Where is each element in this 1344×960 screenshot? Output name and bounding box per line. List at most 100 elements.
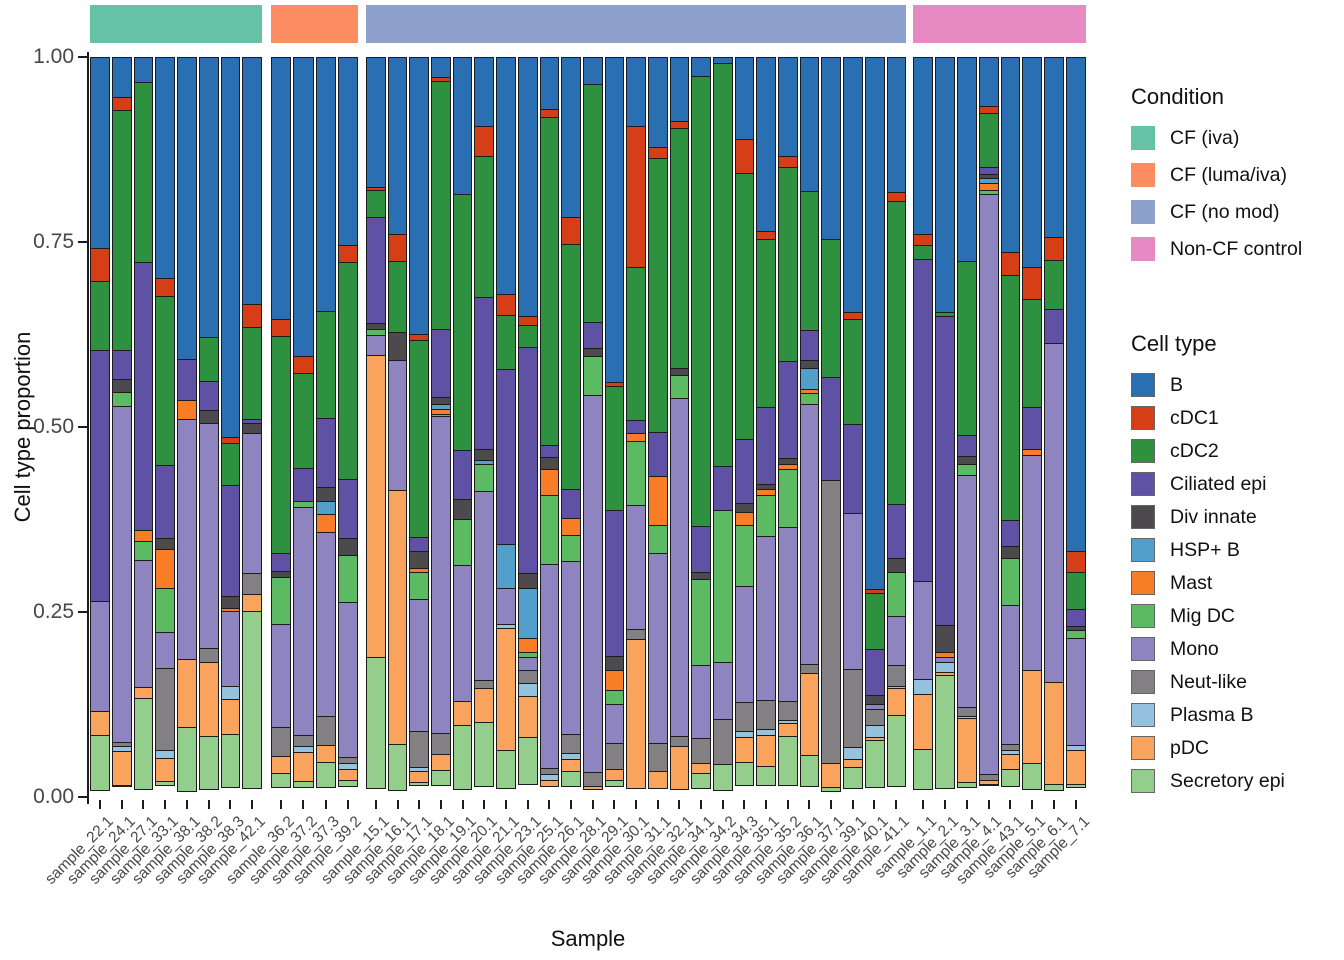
segment-B [1000, 57, 1021, 254]
cell-type-label: Ciliated epi [1170, 472, 1267, 495]
bar-sample_2.1 [934, 57, 955, 797]
segment-cDC1 [496, 293, 516, 316]
segment-B [293, 57, 314, 357]
bar-sample_22.1 [90, 57, 110, 797]
segment-B [778, 57, 798, 157]
x-tick [873, 800, 876, 809]
cell-type-swatch [1131, 373, 1155, 397]
segment-cDC2 [409, 339, 430, 539]
segment-Ciliated epi [337, 479, 358, 539]
segment-Neut-like [778, 700, 798, 721]
bar-sample_43.1 [1000, 57, 1021, 797]
segment-Secretory epi [1044, 784, 1065, 791]
segment-cDC2 [778, 166, 798, 363]
y-tick-label: 0.50 [33, 415, 74, 438]
segment-Secretory epi [799, 755, 820, 787]
segment-Mono [626, 505, 646, 631]
segment-Secretory epi [198, 735, 219, 790]
bar-sample_7.1 [1066, 57, 1086, 797]
segment-Ciliated epi [756, 406, 777, 486]
segment-Secretory epi [90, 735, 110, 791]
segment-Mono [220, 611, 241, 688]
segment-Mono [133, 560, 154, 689]
segment-pDC [496, 627, 516, 752]
segment-pDC [582, 786, 603, 790]
segment-pDC [647, 771, 668, 789]
cell-type-swatch [1131, 439, 1155, 463]
x-tick [987, 800, 990, 809]
x-tick [591, 800, 594, 809]
bar-sample_27.1 [133, 57, 154, 797]
segment-Neut-like [821, 480, 842, 764]
segment-Neut-like [409, 731, 430, 769]
segment-Secretory epi [220, 733, 241, 788]
segment-pDC [778, 723, 798, 737]
x-tick [229, 800, 232, 809]
segment-Ciliated epi [293, 468, 314, 502]
segment-cDC1 [293, 355, 314, 375]
segment-cDC1 [1066, 551, 1086, 573]
bar-sample_4.1 [978, 57, 999, 797]
segment-pDC [177, 659, 197, 728]
cell-type-legend-item: B [1131, 373, 1285, 397]
condition-strip-Non-CF control [913, 5, 1086, 43]
segment-Ciliated epi [799, 330, 820, 361]
segment-Div innate [315, 486, 336, 502]
x-tick [700, 800, 703, 809]
segment-Ciliated epi [517, 347, 538, 575]
segment-Secretory epi [734, 762, 755, 786]
cell-type-label: Mast [1170, 571, 1213, 594]
segment-B [1022, 57, 1043, 268]
segment-cDC1 [271, 318, 292, 338]
condition-swatch [1131, 163, 1155, 187]
cell-type-label: cDC2 [1170, 439, 1219, 462]
segment-Mast [734, 512, 755, 526]
segment-Mono [409, 599, 430, 733]
segment-Mono [90, 600, 110, 712]
segment-Secretory epi [387, 743, 408, 791]
segment-B [220, 57, 241, 439]
y-tick [78, 796, 87, 798]
segment-Ciliated epi [177, 359, 197, 401]
segment-cDC2 [669, 128, 690, 369]
segment-B [539, 57, 560, 111]
segment-cDC2 [242, 327, 262, 420]
bar-sample_34.1 [691, 57, 711, 797]
segment-Div innate [337, 537, 358, 557]
segment-Neut-like [431, 733, 451, 755]
segment-HSP+ B [799, 368, 820, 390]
segment-Ciliated epi [409, 537, 430, 552]
segment-B [271, 57, 292, 320]
segment-Mono [1044, 343, 1065, 683]
segment-cDC2 [582, 84, 603, 324]
segment-Secretory epi [778, 735, 798, 786]
segment-Mono [337, 602, 358, 758]
segment-Secretory epi [496, 750, 516, 789]
segment-Mono [1000, 605, 1021, 746]
segment-cDC1 [1044, 237, 1065, 261]
x-tick [895, 800, 898, 809]
segment-Secretory epi [474, 721, 495, 787]
bar-sample_25.1 [539, 57, 560, 797]
segment-Secretory epi [691, 773, 711, 789]
segment-Mig DC [452, 519, 473, 566]
segment-cDC1 [474, 125, 495, 158]
facet-CF (luma/iva) [271, 57, 358, 797]
x-tick [721, 800, 724, 809]
segment-Neut-like [582, 772, 603, 788]
segment-Secretory epi [886, 715, 907, 787]
segment-Secretory epi [604, 779, 625, 787]
segment-pDC [756, 735, 777, 767]
condition-swatch [1131, 200, 1155, 224]
x-tick [461, 800, 464, 809]
bar-sample_20.1 [474, 57, 495, 797]
condition-legend-item: CF (iva) [1131, 126, 1302, 150]
condition-label: CF (luma/iva) [1170, 163, 1288, 186]
x-tick [1075, 800, 1078, 809]
x-tick [346, 800, 349, 809]
segment-Secretory epi [366, 657, 386, 789]
segment-pDC [517, 695, 538, 738]
segment-B [1044, 57, 1065, 239]
x-tick [374, 800, 377, 809]
